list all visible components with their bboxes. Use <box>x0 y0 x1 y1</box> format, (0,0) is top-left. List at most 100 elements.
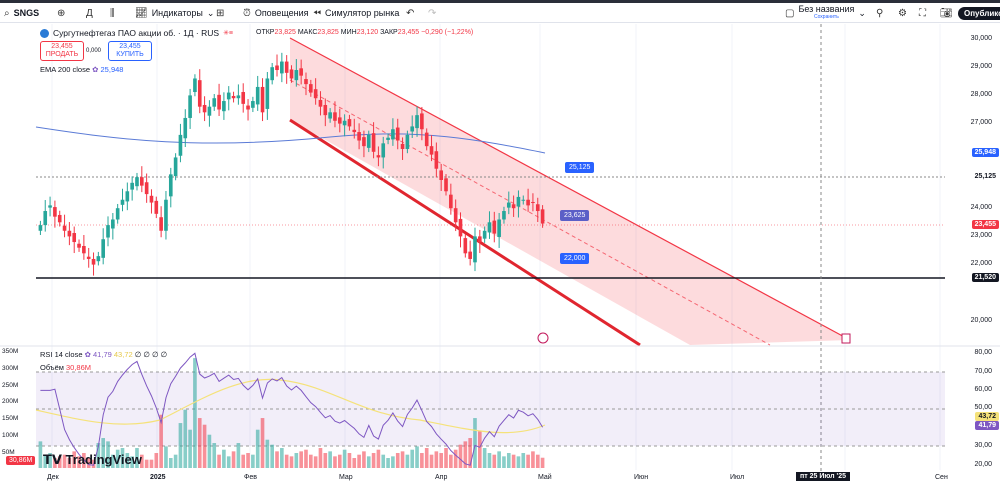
candle <box>294 70 299 81</box>
volume-bar <box>193 358 197 468</box>
volume-legend[interactable]: Объём 30,86M <box>40 363 91 372</box>
volume-bar <box>159 414 163 468</box>
legend-settings-icon[interactable]: ✳≡ <box>223 30 234 37</box>
volume-bar <box>101 438 105 468</box>
candle <box>140 177 144 186</box>
redo-button[interactable]: ↷ <box>428 6 436 20</box>
candle <box>362 137 366 147</box>
replay-button[interactable]: ⏪︎ Симулятор рынка <box>313 6 399 20</box>
candle <box>376 155 381 158</box>
volume-bar <box>275 451 279 468</box>
volume-bar <box>468 438 472 468</box>
buy-button[interactable]: 23,455 КУПИТЬ <box>108 41 152 61</box>
volume-bar <box>516 456 521 468</box>
volume-bar <box>381 454 386 468</box>
symbol-search[interactable]: ⌕ SNGS <box>4 6 39 20</box>
chevron-down-icon: ⌄ <box>858 7 866 18</box>
rsi-legend[interactable]: RSI 14 close ✿ 41,79 43,72 ∅ ∅ ∅ ∅ <box>40 350 167 359</box>
price-tick: 29,000 <box>970 63 992 70</box>
symbol-legend[interactable]: Сургутнефтегаз ПАО акции об. · 1Д · RUS ✳… <box>40 28 233 38</box>
candle <box>352 129 357 133</box>
volume-bar <box>255 429 260 468</box>
candle <box>53 207 57 217</box>
channel-mid-label[interactable]: 23,625 <box>560 210 590 221</box>
earnings-marker[interactable] <box>841 333 851 344</box>
candle <box>333 112 337 121</box>
volume-tick: 350M <box>2 348 19 355</box>
quick-search-icon: ⚲ <box>876 7 884 19</box>
ema-label: EMA 200 close <box>40 65 91 74</box>
quick-search-button[interactable]: ⚲ <box>876 6 883 20</box>
volume-bar <box>67 458 72 468</box>
chart-type-button[interactable]: ⫼ <box>110 6 115 20</box>
channel-upper-label[interactable]: 25,125 <box>565 162 595 173</box>
fullscreen-button[interactable]: ⛶ <box>919 6 926 20</box>
snapshot-button[interactable]: 📷︎ <box>940 6 953 20</box>
volume-bar <box>178 423 183 468</box>
volume-bar <box>444 448 448 468</box>
candle <box>434 151 439 169</box>
rsi-ma-line <box>35 378 546 434</box>
replay-label: Симулятор рынка <box>325 8 400 18</box>
volume-bar <box>337 454 342 468</box>
volume-tick: 250M <box>2 382 19 389</box>
time-tick: 2025 <box>150 474 166 481</box>
price-tick: 20,000 <box>970 317 992 324</box>
layout-menu[interactable]: ▢ Без названия Сохранить ⌄ <box>785 5 866 21</box>
candle <box>246 105 250 110</box>
volume-bar <box>492 454 497 468</box>
settings-button[interactable]: ⚙ <box>898 6 907 20</box>
settings-icon[interactable]: ✿ <box>84 350 91 359</box>
candle <box>260 86 265 113</box>
candle <box>67 230 72 237</box>
volume-bar <box>395 453 400 468</box>
channel-upper-line[interactable] <box>289 37 851 341</box>
save-link[interactable]: Сохранить <box>813 14 839 20</box>
ohlc-values: ОТКР23,825 МАКС23,825 МИН23,120 ЗАКР23,4… <box>256 29 473 36</box>
grid <box>51 24 941 470</box>
tradingview-logo[interactable]: 𝗧𝗩 TradingView <box>43 452 142 468</box>
candle <box>323 104 328 116</box>
volume-bar <box>164 446 168 468</box>
volume-bar <box>497 451 501 468</box>
volume-value: 30,86M <box>66 363 92 372</box>
undo-button[interactable]: ↶ <box>406 6 414 20</box>
volume-bar <box>53 458 57 468</box>
candle <box>304 79 308 85</box>
volume-bar <box>111 454 115 468</box>
settings-icon[interactable]: ✿ <box>92 65 99 74</box>
channel-lower-label[interactable]: 22,000 <box>560 253 590 264</box>
publish-button[interactable]: Опубликовать <box>958 6 1000 20</box>
candle <box>492 220 497 234</box>
candle <box>135 177 139 187</box>
volume-bar <box>362 451 366 468</box>
compare-button[interactable]: ⊕ <box>57 6 65 20</box>
channel-lower-line[interactable] <box>289 118 641 347</box>
top-toolbar: ⌕ SNGS ⊕ Д ⫼ 📈︎ Индикаторы ⌄ ⊞ ⏰︎ Оповещения… <box>0 3 1000 23</box>
volume-bar <box>241 454 246 468</box>
candle <box>207 106 212 116</box>
sell-button[interactable]: 23,455 ПРОДАТЬ <box>40 41 84 61</box>
alerts-button[interactable]: ⏰︎ Оповещения <box>243 6 309 20</box>
volume-bar <box>318 448 323 468</box>
volume-bar <box>391 456 395 468</box>
symbol-label: SNGS <box>13 8 40 18</box>
volume-tick: 300M <box>2 365 19 372</box>
indicators-button[interactable]: 📈︎ Индикаторы ⌄ <box>135 6 214 20</box>
price-tick: 23,000 <box>970 232 992 239</box>
candle <box>511 204 516 209</box>
volume-bar <box>328 451 332 468</box>
interval-button[interactable]: Д <box>86 6 93 20</box>
camera-icon: 📷︎ <box>940 7 953 19</box>
channel-mid-line[interactable] <box>289 79 771 346</box>
candle <box>57 214 62 223</box>
rsi-band <box>36 372 945 446</box>
ema-legend[interactable]: EMA 200 close ✿ 25,948 <box>40 65 123 74</box>
candle <box>347 119 352 127</box>
candle <box>255 86 260 105</box>
volume-bar <box>38 441 43 468</box>
layouts-button[interactable]: ⊞ <box>216 6 224 20</box>
event-icon[interactable] <box>537 332 549 344</box>
volume-bar <box>434 451 439 468</box>
